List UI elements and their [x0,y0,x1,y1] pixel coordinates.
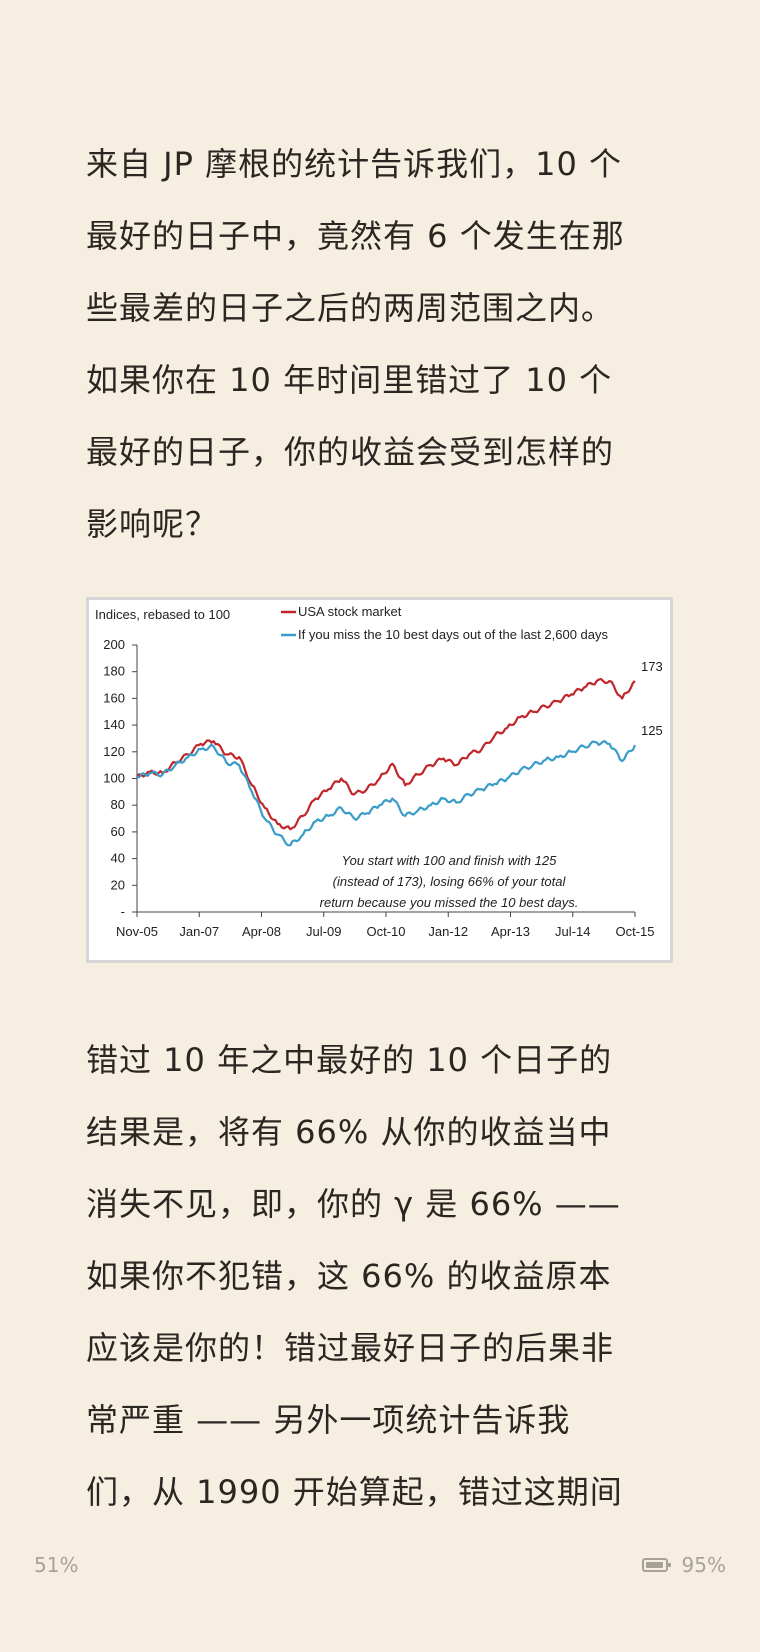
x-tick-label: Jul-09 [306,924,341,939]
reading-progress: 51% [34,1553,79,1577]
end-label-market: 173 [641,659,663,674]
x-tick-label: Jan-12 [428,924,468,939]
y-axis-title: Indices, rebased to 100 [95,607,230,622]
x-tick-label: Jan-07 [179,924,219,939]
y-tick-label: 40 [111,851,125,866]
x-axis: Nov-05 Jan-07 Apr-08 Jul-09 Oct-10 Jan-12 Apr-… [116,911,655,939]
annotation-line-1: You start with 100 and finish with 125 [342,853,557,868]
paragraph-line: 结果是，将有 66% 从你的收益当中 [86,1113,612,1151]
x-tick-label: Jul-14 [555,924,590,939]
annotation-line-2: (instead of 173), losing 66% of your tot… [333,874,567,889]
paragraph-line: 来自 JP 摩根的统计告诉我们，10 个 [86,145,622,183]
stock-chart: Indices, rebased to 100 USA stock market… [89,600,670,960]
paragraph-line: 常严重 —— 另外一项统计告诉我 [86,1401,571,1439]
end-label-missed-days: 125 [641,723,663,738]
paragraph-line: 些最差的日子之后的两周范围之内。 [86,289,615,327]
battery-level: 95% [681,1553,726,1577]
y-tick-label: 80 [111,797,125,812]
paragraph-line: 最好的日子中，竟然有 6 个发生在那 [86,217,625,255]
paragraph-line: 应该是你的！错过最好日子的后果非 [86,1329,615,1367]
legend-label-market: USA stock market [298,604,402,619]
paragraph-line: 影响呢？ [86,505,219,543]
battery-icon [642,1558,671,1572]
y-tick-label: 100 [103,771,125,786]
annotation-line-3: return because you missed the 10 best da… [320,895,579,910]
article-paragraph-1: 来自 JP 摩根的统计告诉我们，10 个 最好的日子中，竟然有 6 个发生在那 … [86,128,686,560]
legend-label-missed: If you miss the 10 best days out of the … [298,627,609,642]
x-tick-label: Apr-13 [491,924,530,939]
x-tick-label: Nov-05 [116,924,158,939]
series-lines [136,677,637,847]
y-tick-label: 120 [103,744,125,759]
legend: USA stock market If you miss the 10 best… [281,604,609,642]
y-tick-label: - [121,904,125,919]
paragraph-line: 如果你在 10 年时间里错过了 10 个 [86,361,613,399]
y-tick-label: 140 [103,717,125,732]
x-tick-label: Oct-15 [615,924,654,939]
article-paragraph-2: 错过 10 年之中最好的 10 个日子的 结果是，将有 66% 从你的收益当中 … [86,1024,686,1528]
x-tick-label: Oct-10 [366,924,405,939]
annotation: You start with 100 and finish with 125 (… [320,853,579,910]
paragraph-line: 如果你不犯错，这 66% 的收益原本 [86,1257,612,1295]
end-labels: 173 125 [641,659,663,738]
chart-image[interactable]: Indices, rebased to 100 USA stock market… [86,597,673,963]
paragraph-line: 们，从 1990 开始算起，错过这期间 [86,1473,623,1511]
x-tick-label: Apr-08 [242,924,281,939]
y-tick-label: 160 [103,690,125,705]
y-tick-label: 60 [111,824,125,839]
paragraph-line: 最好的日子，你的收益会受到怎样的 [86,433,615,471]
series-line-missed-days [136,740,637,847]
series-line-market [136,677,636,831]
paragraph-line: 错过 10 年之中最好的 10 个日子的 [86,1041,613,1079]
y-axis: - 20 40 60 80 100 120 140 160 180 200 [103,637,138,919]
y-tick-label: 180 [103,664,125,679]
y-tick-label: 200 [103,637,125,652]
paragraph-line: 消失不见，即，你的 γ 是 66% —— [86,1185,621,1223]
y-tick-label: 20 [111,877,125,892]
